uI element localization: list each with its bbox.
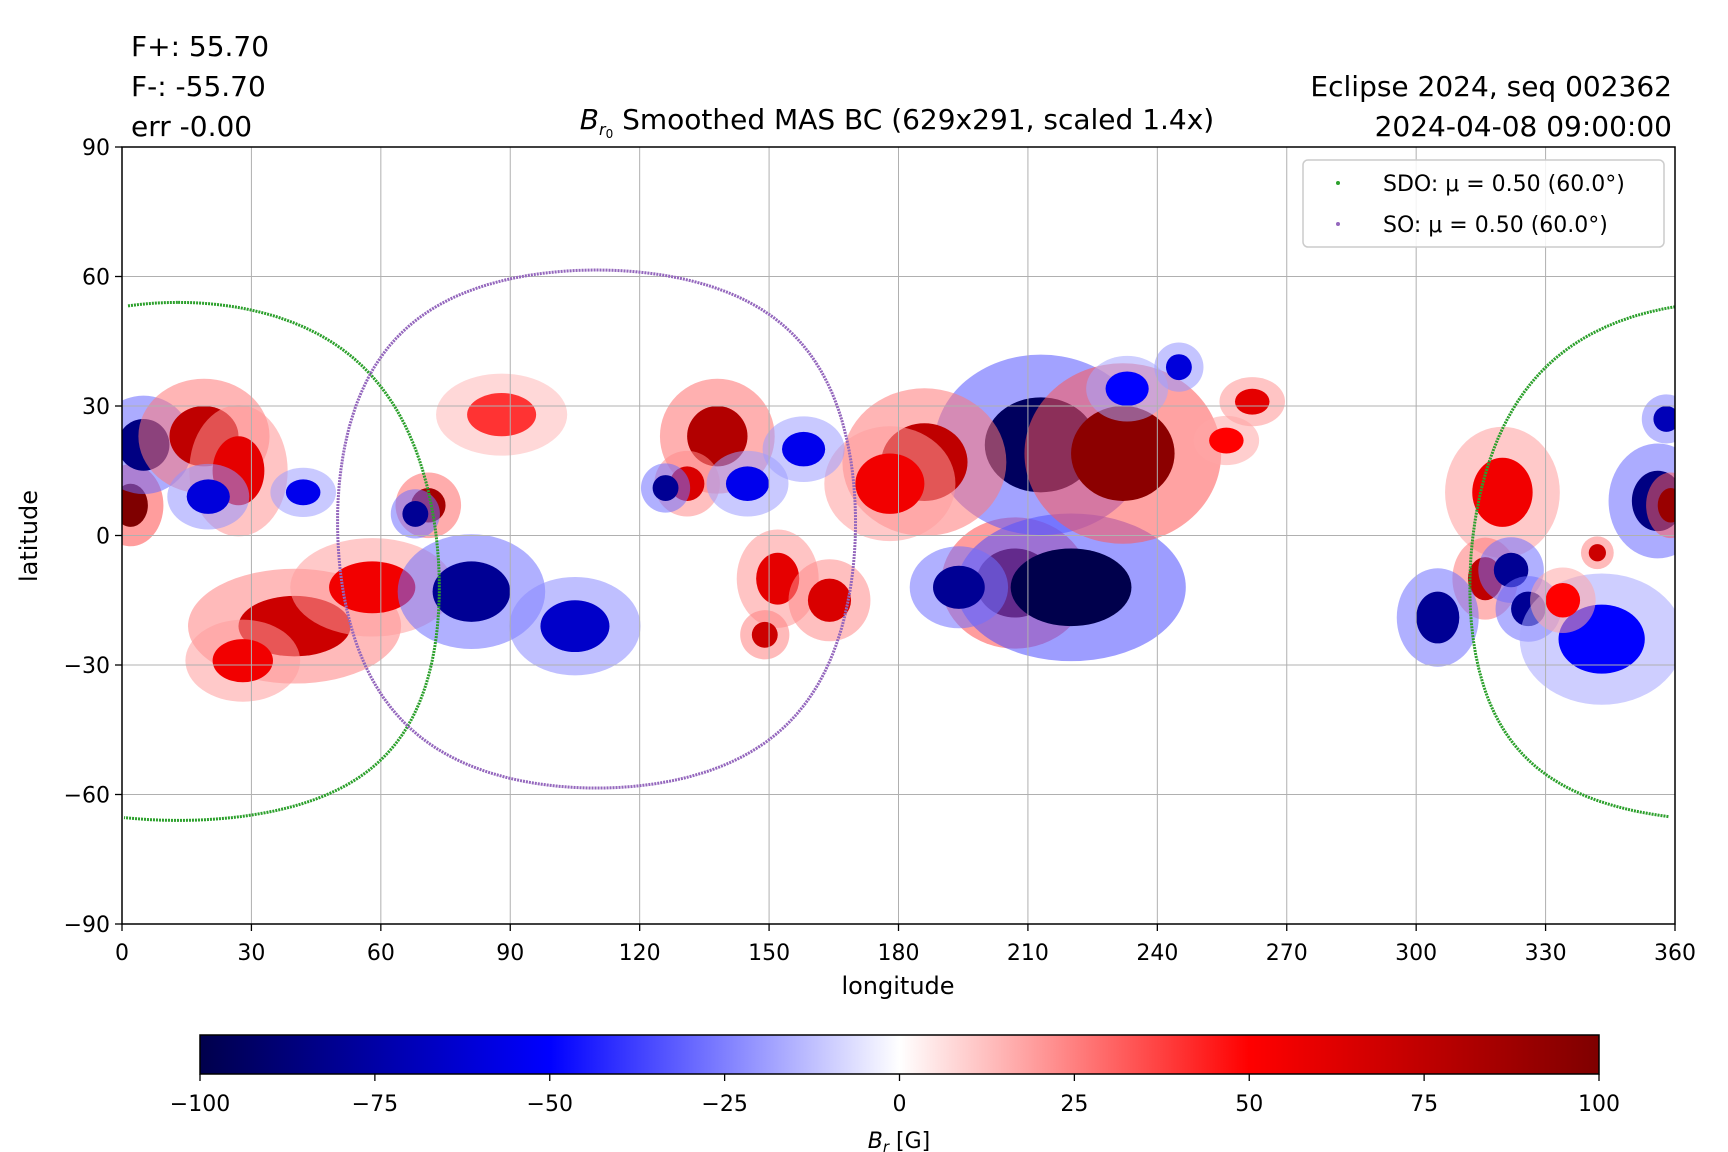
colorbar-tick-label: 25 (1060, 1092, 1088, 1117)
field-region (540, 600, 610, 653)
y-tick-label: −90 (64, 913, 110, 938)
field-region (756, 552, 800, 605)
y-tick-label: 0 (96, 525, 110, 550)
field-region (1653, 406, 1675, 432)
x-tick-label: 90 (496, 941, 524, 966)
flux-stats: F+: 55.70 F-: -55.70 err -0.00 (131, 27, 269, 147)
x-tick-label: 360 (1654, 941, 1696, 966)
field-region (432, 561, 511, 622)
field-region (807, 578, 852, 622)
horizon-curves (123, 268, 1675, 822)
legend-box (1302, 159, 1665, 248)
y-axis-label: latitude (15, 490, 43, 582)
flux-error: err -0.00 (131, 110, 253, 143)
field-region (122, 483, 148, 527)
colorbar-tick-label: 50 (1235, 1092, 1263, 1117)
horizon-curve-sdo (127, 300, 179, 308)
chart-title: Br0 Smoothed MAS BC (629x291, scaled 1.4… (0, 103, 1728, 141)
x-tick-label: 150 (748, 941, 790, 966)
field-region (1010, 548, 1132, 627)
y-axis-ticks: −90 −60 −30 0 30 60 90 (64, 136, 122, 938)
field-region (1071, 406, 1175, 501)
legend-label-sdo: SDO: μ = 0.50 (60.0°) (1383, 172, 1625, 197)
x-tick-label: 210 (1007, 941, 1049, 966)
legend: SDO: μ = 0.50 (60.0°) SO: μ = 0.50 (60.0… (1302, 159, 1665, 248)
field-region (751, 621, 778, 648)
colorbar-tick-label: −25 (701, 1092, 747, 1117)
field-region (467, 393, 537, 437)
x-tick-label: 240 (1136, 941, 1178, 966)
title-symbol: B (579, 103, 599, 136)
field-region (212, 639, 273, 683)
x-axis-label: longitude (841, 972, 954, 1000)
y-tick-label: 60 (82, 266, 110, 291)
field-region (285, 479, 321, 506)
field-region (329, 561, 416, 614)
colorbar: −100 −75 −50 −25 0 25 50 75 100 Br [G] (170, 1034, 1620, 1152)
heatmap-field (122, 342, 1675, 705)
field-region (1165, 354, 1192, 381)
field-region (855, 453, 925, 514)
x-tick-label: 120 (619, 941, 661, 966)
flux-positive: F+: 55.70 (131, 30, 270, 63)
horizon-curve-so (336, 268, 857, 790)
field-region (1234, 388, 1270, 415)
x-tick-label: 270 (1266, 941, 1308, 966)
flux-negative: F-: -55.70 (131, 70, 266, 103)
field-region (402, 500, 429, 527)
colorbar-tick-label: 0 (893, 1092, 907, 1117)
field-region (687, 406, 748, 467)
colorbar-label: Br [G] (868, 1129, 930, 1152)
y-tick-label: −30 (64, 654, 110, 679)
colorbar-tick-label: −50 (527, 1092, 573, 1117)
field-region (933, 565, 985, 609)
colorbar-tick-label: −100 (170, 1092, 230, 1117)
y-tick-label: 30 (82, 395, 110, 420)
eclipse-info: Eclipse 2024, seq 002362 2024-04-08 09:0… (1310, 67, 1672, 147)
colorbar-gradient (199, 1034, 1600, 1075)
x-tick-label: 30 (237, 941, 265, 966)
field-region (1588, 544, 1606, 562)
x-tick-label: 330 (1525, 941, 1567, 966)
eclipse-timestamp: 2024-04-08 09:00:00 (1374, 110, 1672, 143)
x-tick-label: 300 (1395, 941, 1437, 966)
field-region (1545, 582, 1581, 618)
field-region (725, 466, 770, 501)
legend-marker-sdo (1336, 181, 1340, 185)
horizon-curve-sdo (1468, 305, 1675, 819)
y-tick-label: 90 (82, 136, 110, 161)
legend-label-so: SO: μ = 0.50 (60.0°) (1383, 213, 1608, 238)
x-tick-label: 60 (367, 941, 395, 966)
field-region (186, 479, 230, 514)
title-text: Smoothed MAS BC (629x291, scaled 1.4x) (613, 103, 1215, 136)
horizon-curve-sdo (123, 300, 441, 822)
y-tick-label: −60 (64, 784, 110, 809)
x-tick-label: 0 (115, 941, 129, 966)
x-tick-label: 180 (878, 941, 920, 966)
field-region (1657, 488, 1675, 523)
field-region (1416, 591, 1460, 644)
legend-marker-so (1336, 222, 1340, 226)
eclipse-sequence: Eclipse 2024, seq 002362 (1310, 70, 1672, 103)
heatmap-plot-area (121, 146, 1676, 925)
colorbar-tick-label: 75 (1410, 1092, 1438, 1117)
field-region (1209, 427, 1244, 454)
colorbar-tick-label: 100 (1578, 1092, 1620, 1117)
colorbar-tick-label: −75 (352, 1092, 398, 1117)
field-region (1105, 371, 1149, 406)
field-region (1472, 457, 1533, 527)
x-axis-ticks: 0 30 60 90 120 150 180 210 240 270 300 330 360 (115, 924, 1696, 966)
title-subscript: r0 (598, 120, 614, 141)
field-region (782, 431, 826, 467)
colorbar-ticks: −100 −75 −50 −25 0 25 50 75 100 (170, 1074, 1620, 1117)
field-region (652, 475, 679, 501)
